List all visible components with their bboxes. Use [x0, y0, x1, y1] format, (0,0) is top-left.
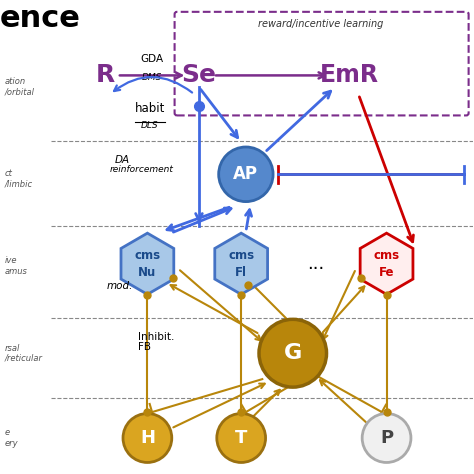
- Text: P: P: [380, 429, 393, 447]
- Polygon shape: [121, 233, 174, 294]
- Text: GDA: GDA: [140, 54, 164, 64]
- Text: Nu: Nu: [138, 266, 156, 279]
- Circle shape: [362, 413, 411, 463]
- Text: DLS: DLS: [141, 121, 158, 130]
- Text: ive
amus: ive amus: [4, 256, 27, 276]
- Circle shape: [219, 147, 273, 201]
- Text: ence: ence: [0, 4, 81, 33]
- Text: mod.: mod.: [107, 281, 133, 291]
- Text: FB: FB: [138, 342, 151, 352]
- Text: cms: cms: [374, 249, 400, 262]
- Text: habit: habit: [135, 102, 165, 115]
- Text: G: G: [283, 343, 302, 363]
- Text: e
ery: e ery: [4, 428, 18, 447]
- Text: ...: ...: [308, 255, 325, 273]
- Text: Se: Se: [182, 64, 217, 87]
- Circle shape: [217, 413, 265, 463]
- Text: EmR: EmR: [319, 64, 379, 87]
- Circle shape: [259, 319, 327, 387]
- Polygon shape: [360, 233, 413, 294]
- Text: Fe: Fe: [379, 266, 394, 279]
- Text: ct
/limbic: ct /limbic: [4, 169, 33, 189]
- Text: cms: cms: [228, 249, 254, 262]
- Text: reinforcement: reinforcement: [110, 165, 174, 174]
- Text: ation
/orbital: ation /orbital: [4, 77, 35, 97]
- Text: DMS: DMS: [142, 73, 162, 82]
- Text: R: R: [96, 64, 115, 87]
- Text: T: T: [235, 429, 247, 447]
- Text: reward/incentive learning: reward/incentive learning: [258, 18, 383, 28]
- Text: rsal
/reticular: rsal /reticular: [4, 344, 42, 363]
- Text: H: H: [140, 429, 155, 447]
- Text: Fl: Fl: [235, 266, 247, 279]
- Circle shape: [123, 413, 172, 463]
- Text: AP: AP: [233, 165, 258, 183]
- Text: DA: DA: [115, 155, 130, 165]
- Polygon shape: [215, 233, 268, 294]
- Text: Inhibit.: Inhibit.: [138, 332, 174, 342]
- Text: cms: cms: [134, 249, 161, 262]
